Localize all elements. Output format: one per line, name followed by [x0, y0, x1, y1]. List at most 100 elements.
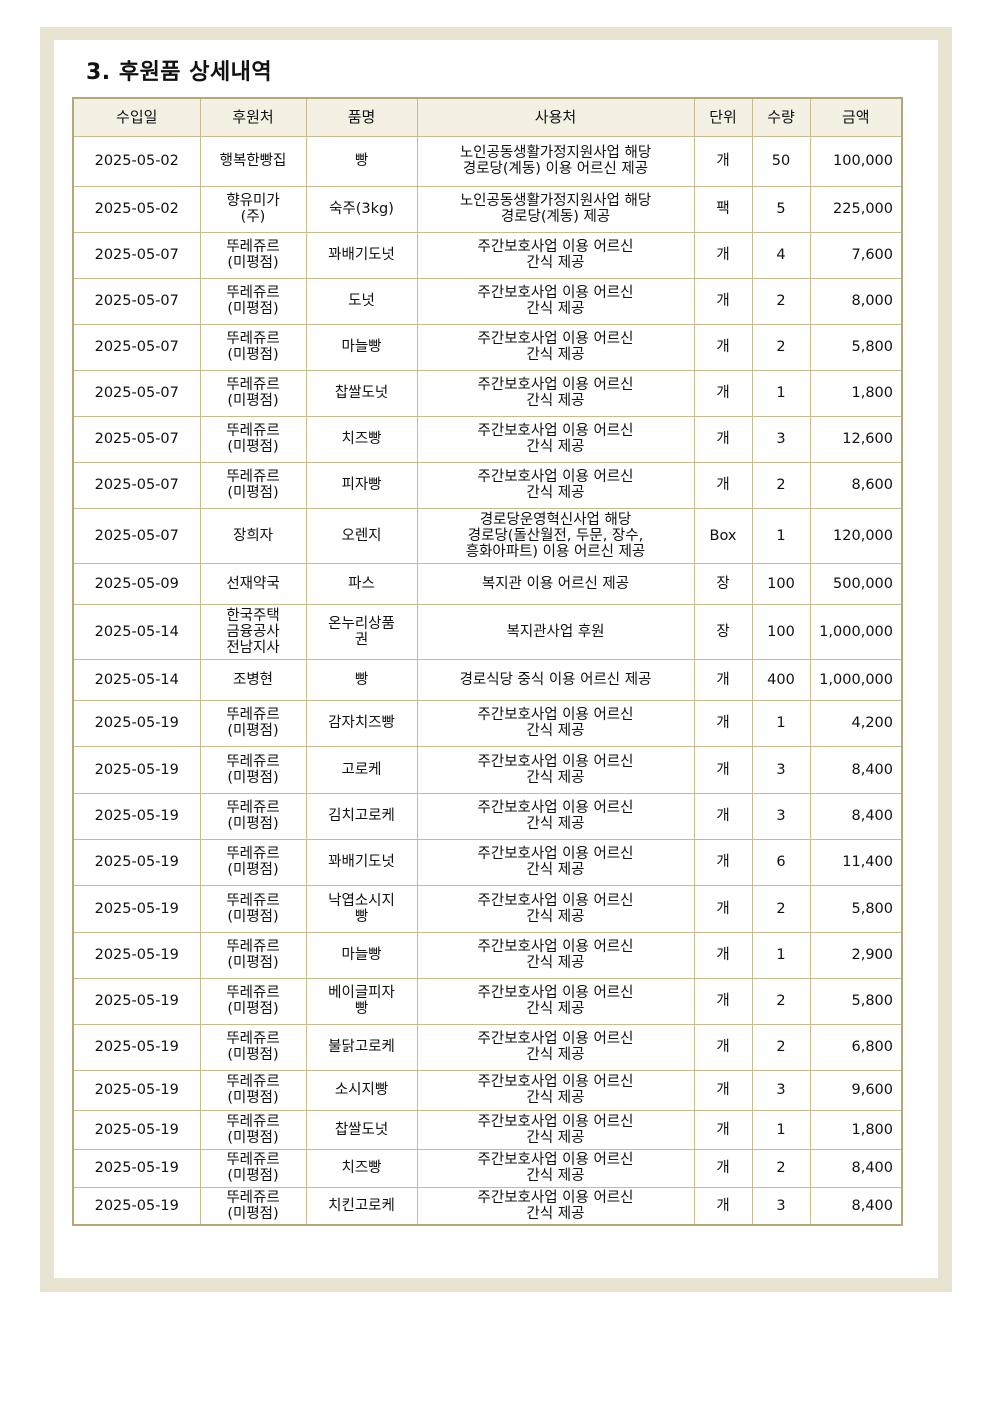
- cell-qty: 3: [751, 745, 811, 794]
- cell-unit: 팩: [693, 185, 753, 233]
- cell-usage: 주간보호사업 이용 어르신 간식 제공: [416, 1023, 695, 1071]
- table-row: 2025-05-07 뚜레쥬르 (미평점) 도넛 주간보호사업 이용 어르신 간식 제…: [72, 277, 903, 325]
- cell-unit: 개: [693, 231, 753, 279]
- table-row: 2025-05-07 뚜레쥬르 (미평점) 꽈배기도넛 주간보호사업 이용 어르신 간…: [72, 231, 903, 279]
- cell-unit: 장: [693, 603, 753, 660]
- cell-qty: 100: [751, 562, 811, 605]
- cell-date: 2025-05-07: [72, 323, 201, 371]
- cell-qty: 1: [751, 1109, 811, 1150]
- cell-usage: 복지관사업 후원: [416, 603, 695, 660]
- table-row: 2025-05-02 행복한빵집 빵 노인공동생활가정지원사업 해당 경로당(계동) …: [72, 135, 903, 187]
- cell-item: 찹쌀도넛: [305, 369, 418, 417]
- cell-date: 2025-05-07: [72, 369, 201, 417]
- cell-donor: 뚜레쥬르 (미평점): [199, 838, 307, 886]
- cell-date: 2025-05-19: [72, 931, 201, 979]
- cell-donor: 뚜레쥬르 (미평점): [199, 745, 307, 794]
- cell-item: 베이글피자 빵: [305, 977, 418, 1025]
- donation-detail-table: 수입일 후원처 품명 사용처 단위 수량 금액 2025-05-02 행복한빵집 빵 노인공동생활…: [72, 97, 903, 1226]
- cell-qty: 1: [751, 699, 811, 747]
- cell-usage: 주간보호사업 이용 어르신 간식 제공: [416, 931, 695, 979]
- cell-item: 치즈빵: [305, 1148, 418, 1188]
- cell-qty: 2: [751, 277, 811, 325]
- cell-item: 치즈빵: [305, 415, 418, 463]
- cell-item: 마늘빵: [305, 931, 418, 979]
- cell-usage: 주간보호사업 이용 어르신 간식 제공: [416, 977, 695, 1025]
- cell-qty: 400: [751, 658, 811, 701]
- cell-amount: 500,000: [809, 562, 903, 605]
- cell-qty: 5: [751, 185, 811, 233]
- cell-qty: 3: [751, 792, 811, 840]
- table-row: 2025-05-19 뚜레쥬르 (미평점) 마늘빵 주간보호사업 이용 어르신 간식 …: [72, 931, 903, 979]
- cell-amount: 1,800: [809, 1109, 903, 1150]
- cell-date: 2025-05-07: [72, 507, 201, 564]
- cell-item: 숙주(3kg): [305, 185, 418, 233]
- header-qty: 수량: [751, 97, 811, 137]
- cell-date: 2025-05-19: [72, 1023, 201, 1071]
- cell-usage: 주간보호사업 이용 어르신 간식 제공: [416, 1069, 695, 1111]
- cell-amount: 11,400: [809, 838, 903, 886]
- cell-unit: 개: [693, 884, 753, 933]
- cell-amount: 8,400: [809, 792, 903, 840]
- cell-unit: 개: [693, 1109, 753, 1150]
- cell-date: 2025-05-09: [72, 562, 201, 605]
- cell-usage: 경로식당 중식 이용 어르신 제공: [416, 658, 695, 701]
- cell-donor: 뚜레쥬르 (미평점): [199, 277, 307, 325]
- cell-amount: 8,600: [809, 461, 903, 509]
- cell-qty: 3: [751, 415, 811, 463]
- cell-item: 치킨고로케: [305, 1186, 418, 1226]
- cell-amount: 5,800: [809, 323, 903, 371]
- cell-unit: 개: [693, 699, 753, 747]
- cell-usage: 주간보호사업 이용 어르신 간식 제공: [416, 699, 695, 747]
- cell-donor: 뚜레쥬르 (미평점): [199, 792, 307, 840]
- cell-usage: 노인공동생활가정지원사업 해당 경로당(계동) 제공: [416, 185, 695, 233]
- cell-unit: 개: [693, 1069, 753, 1111]
- cell-date: 2025-05-19: [72, 699, 201, 747]
- cell-item: 도넛: [305, 277, 418, 325]
- cell-donor: 뚜레쥬르 (미평점): [199, 231, 307, 279]
- cell-usage: 주간보호사업 이용 어르신 간식 제공: [416, 369, 695, 417]
- table-row: 2025-05-19 뚜레쥬르 (미평점) 소시지빵 주간보호사업 이용 어르신 간식…: [72, 1069, 903, 1111]
- cell-qty: 2: [751, 1148, 811, 1188]
- header-item: 품명: [305, 97, 418, 137]
- cell-usage: 주간보호사업 이용 어르신 간식 제공: [416, 461, 695, 509]
- cell-item: 소시지빵: [305, 1069, 418, 1111]
- cell-amount: 1,000,000: [809, 603, 903, 660]
- cell-amount: 6,800: [809, 1023, 903, 1071]
- cell-qty: 2: [751, 977, 811, 1025]
- cell-amount: 8,000: [809, 277, 903, 325]
- cell-item: 빵: [305, 135, 418, 187]
- cell-unit: 개: [693, 838, 753, 886]
- table-row: 2025-05-19 뚜레쥬르 (미평점) 치킨고로케 주간보호사업 이용 어르신 간…: [72, 1186, 903, 1226]
- cell-usage: 노인공동생활가정지원사업 해당 경로당(계동) 이용 어르신 제공: [416, 135, 695, 187]
- cell-unit: 개: [693, 792, 753, 840]
- cell-qty: 1: [751, 369, 811, 417]
- cell-qty: 6: [751, 838, 811, 886]
- cell-unit: 개: [693, 931, 753, 979]
- cell-date: 2025-05-19: [72, 977, 201, 1025]
- cell-usage: 주간보호사업 이용 어르신 간식 제공: [416, 415, 695, 463]
- cell-amount: 12,600: [809, 415, 903, 463]
- cell-date: 2025-05-07: [72, 415, 201, 463]
- header-date: 수입일: [72, 97, 201, 137]
- cell-date: 2025-05-02: [72, 135, 201, 187]
- cell-item: 꽈배기도넛: [305, 231, 418, 279]
- cell-item: 빵: [305, 658, 418, 701]
- cell-donor: 뚜레쥬르 (미평점): [199, 415, 307, 463]
- cell-amount: 5,800: [809, 977, 903, 1025]
- header-unit: 단위: [693, 97, 753, 137]
- cell-donor: 뚜레쥬르 (미평점): [199, 1148, 307, 1188]
- cell-date: 2025-05-07: [72, 461, 201, 509]
- cell-donor: 뚜레쥬르 (미평점): [199, 1069, 307, 1111]
- header-amount: 금액: [809, 97, 903, 137]
- cell-item: 꽈배기도넛: [305, 838, 418, 886]
- table-row: 2025-05-09 선재약국 파스 복지관 이용 어르신 제공 장 100 500,000: [72, 562, 903, 605]
- cell-usage: 주간보호사업 이용 어르신 간식 제공: [416, 745, 695, 794]
- table-row: 2025-05-19 뚜레쥬르 (미평점) 꽈배기도넛 주간보호사업 이용 어르신 간…: [72, 838, 903, 886]
- cell-amount: 1,800: [809, 369, 903, 417]
- cell-amount: 2,900: [809, 931, 903, 979]
- table-row: 2025-05-19 뚜레쥬르 (미평점) 찹쌀도넛 주간보호사업 이용 어르신 간식…: [72, 1109, 903, 1150]
- table-row: 2025-05-19 뚜레쥬르 (미평점) 김치고로케 주간보호사업 이용 어르신 간…: [72, 792, 903, 840]
- cell-unit: 개: [693, 277, 753, 325]
- cell-usage: 주간보호사업 이용 어르신 간식 제공: [416, 1148, 695, 1188]
- cell-unit: 개: [693, 135, 753, 187]
